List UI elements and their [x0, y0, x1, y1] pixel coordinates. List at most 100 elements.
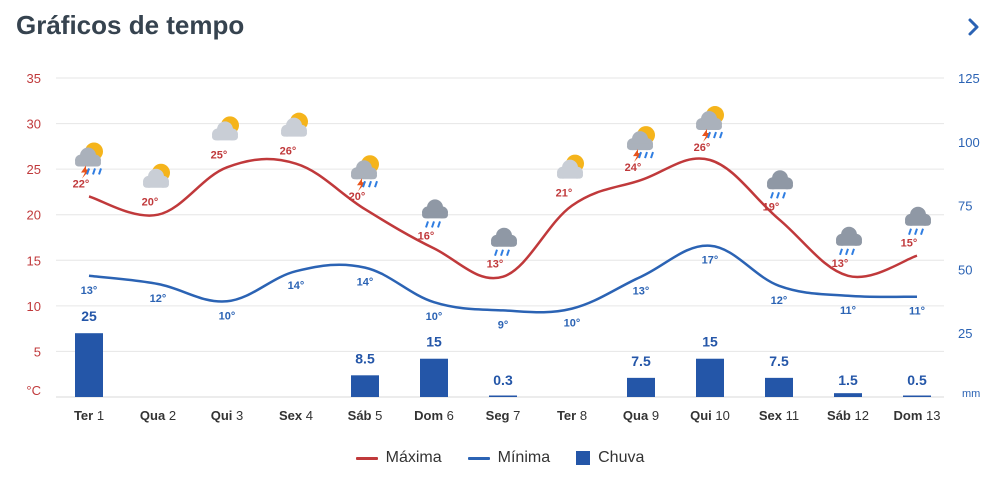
thunderstorm-icon	[696, 106, 724, 143]
max-temp-line	[88, 157, 918, 280]
rain-data-label: 15	[702, 334, 718, 350]
x-tick-label: Ter 8	[557, 408, 587, 423]
x-tick-label: Qua 2	[140, 408, 176, 423]
rain-drop	[425, 221, 429, 228]
legend-item-rain[interactable]: Chuva	[576, 449, 644, 467]
rain-drop	[920, 228, 924, 236]
cloud-shape	[75, 159, 101, 167]
rain-drop	[92, 168, 96, 175]
max-temp-label: 22°	[73, 178, 90, 190]
max-temp-label: 20°	[142, 197, 159, 209]
rain-drop	[776, 191, 780, 199]
min-temp-label: 12°	[771, 295, 788, 307]
weather-chart: 35 30 25 20 15 10 5 °C 125 100 75 50 25 mm Ter 1 Qua 2 Q…	[26, 71, 980, 423]
x-tick-label: Sáb 12	[827, 408, 869, 423]
rain-bar	[627, 377, 655, 397]
rain-bar	[351, 375, 379, 397]
rain-cloud-icon	[422, 199, 448, 228]
legend-swatch-max	[355, 456, 378, 460]
max-temp-label: 24°	[625, 162, 642, 174]
rain-drop	[908, 228, 912, 236]
min-temp-label: 11°	[840, 305, 856, 317]
rain-drop	[638, 151, 642, 159]
page-title: Gráficos de tempo	[16, 10, 245, 40]
legend-label-max: Máxima	[385, 449, 442, 466]
rain-drop	[644, 151, 648, 159]
thunderstorm-icon	[75, 142, 103, 179]
rain-drop	[374, 180, 378, 188]
rain-cloud-icon	[836, 226, 862, 256]
rain-drop	[839, 248, 843, 256]
max-temp-label: 16°	[418, 230, 435, 242]
min-temp-label: 12°	[150, 293, 167, 305]
partly-cloudy-icon	[281, 112, 308, 137]
rain-bar	[765, 377, 793, 397]
y-left-tick-label: 25	[27, 162, 41, 177]
min-temp-line	[88, 244, 918, 314]
lightning-bolt	[633, 149, 642, 163]
partly-cloudy-icon	[143, 163, 170, 188]
y-left-tick-label: 10	[27, 299, 41, 314]
max-temp-label: 19°	[763, 201, 780, 213]
y-left-tick-label: 5	[34, 344, 41, 359]
rain-cloud-icon	[905, 206, 931, 236]
min-temp-label: 13°	[81, 285, 98, 297]
rain-drop	[845, 248, 849, 256]
legend-item-max[interactable]: Máxima	[355, 449, 442, 467]
rain-bar	[75, 333, 103, 397]
rain-bar	[834, 393, 862, 397]
max-temp-label: 26°	[694, 142, 711, 154]
rain-bar	[489, 395, 517, 397]
cloud-shape	[767, 182, 793, 190]
legend-item-min[interactable]: Mínima	[467, 449, 551, 467]
x-tick-label: Ter 1	[74, 408, 104, 423]
x-tick-label: Dom 6	[414, 408, 454, 423]
rain-bar	[696, 358, 724, 397]
max-temp-label: 20°	[349, 191, 366, 203]
chevron-right-icon	[968, 18, 979, 36]
x-tick-label: Sex 4	[279, 408, 313, 423]
rain-data-label: 7.5	[769, 353, 789, 369]
rain-data-label: 0.3	[493, 372, 513, 388]
lightning-bolt	[357, 178, 366, 192]
rain-drop	[719, 131, 723, 139]
rain-drop	[86, 168, 90, 175]
lightning-bolt	[81, 165, 90, 179]
rain-drop	[362, 180, 366, 188]
next-button[interactable]	[962, 14, 986, 40]
rain-drop	[494, 249, 498, 257]
rain-data-label: 25	[81, 308, 97, 324]
cloud-shape	[836, 238, 862, 246]
grid	[56, 77, 944, 352]
y-left-tick-label: 30	[27, 117, 41, 132]
y-right-tick-label: 75	[958, 199, 972, 214]
rain-drop	[500, 249, 504, 257]
legend-swatch-min	[467, 456, 490, 460]
cloud-shape	[627, 143, 653, 151]
x-tick-label: Qua 9	[623, 408, 659, 423]
cloud-shape	[422, 211, 448, 219]
min-temp-label: 10°	[564, 318, 581, 330]
chart-legend: Máxima Mínima Chuva	[0, 449, 1000, 467]
x-tick-label: Qui 3	[211, 408, 244, 423]
x-tick-label: Qui 10	[690, 408, 730, 423]
min-temp-label: 14°	[288, 280, 305, 292]
thunderstorm-icon	[351, 155, 379, 192]
legend-swatch-rain	[576, 451, 591, 465]
legend-label-min: Mínima	[497, 449, 551, 466]
legend-label-rain: Chuva	[598, 449, 645, 466]
rain-drop	[368, 180, 372, 188]
y-right-tick-label: 50	[958, 262, 972, 277]
rain-data-label: 15	[426, 334, 442, 350]
rain-drop	[437, 221, 441, 228]
rain-drop	[770, 191, 774, 199]
min-temp-label: 14°	[357, 277, 374, 289]
x-tick-label: Seg 7	[486, 408, 521, 423]
y-left-tick-label: 35	[27, 71, 41, 86]
min-temp-label: 17°	[702, 255, 719, 267]
rain-bar	[903, 395, 931, 397]
x-tick-label: Dom 13	[894, 408, 941, 423]
rain-drop	[98, 168, 102, 175]
cloud-shape	[696, 123, 722, 131]
min-temp-label: 9°	[498, 319, 509, 331]
